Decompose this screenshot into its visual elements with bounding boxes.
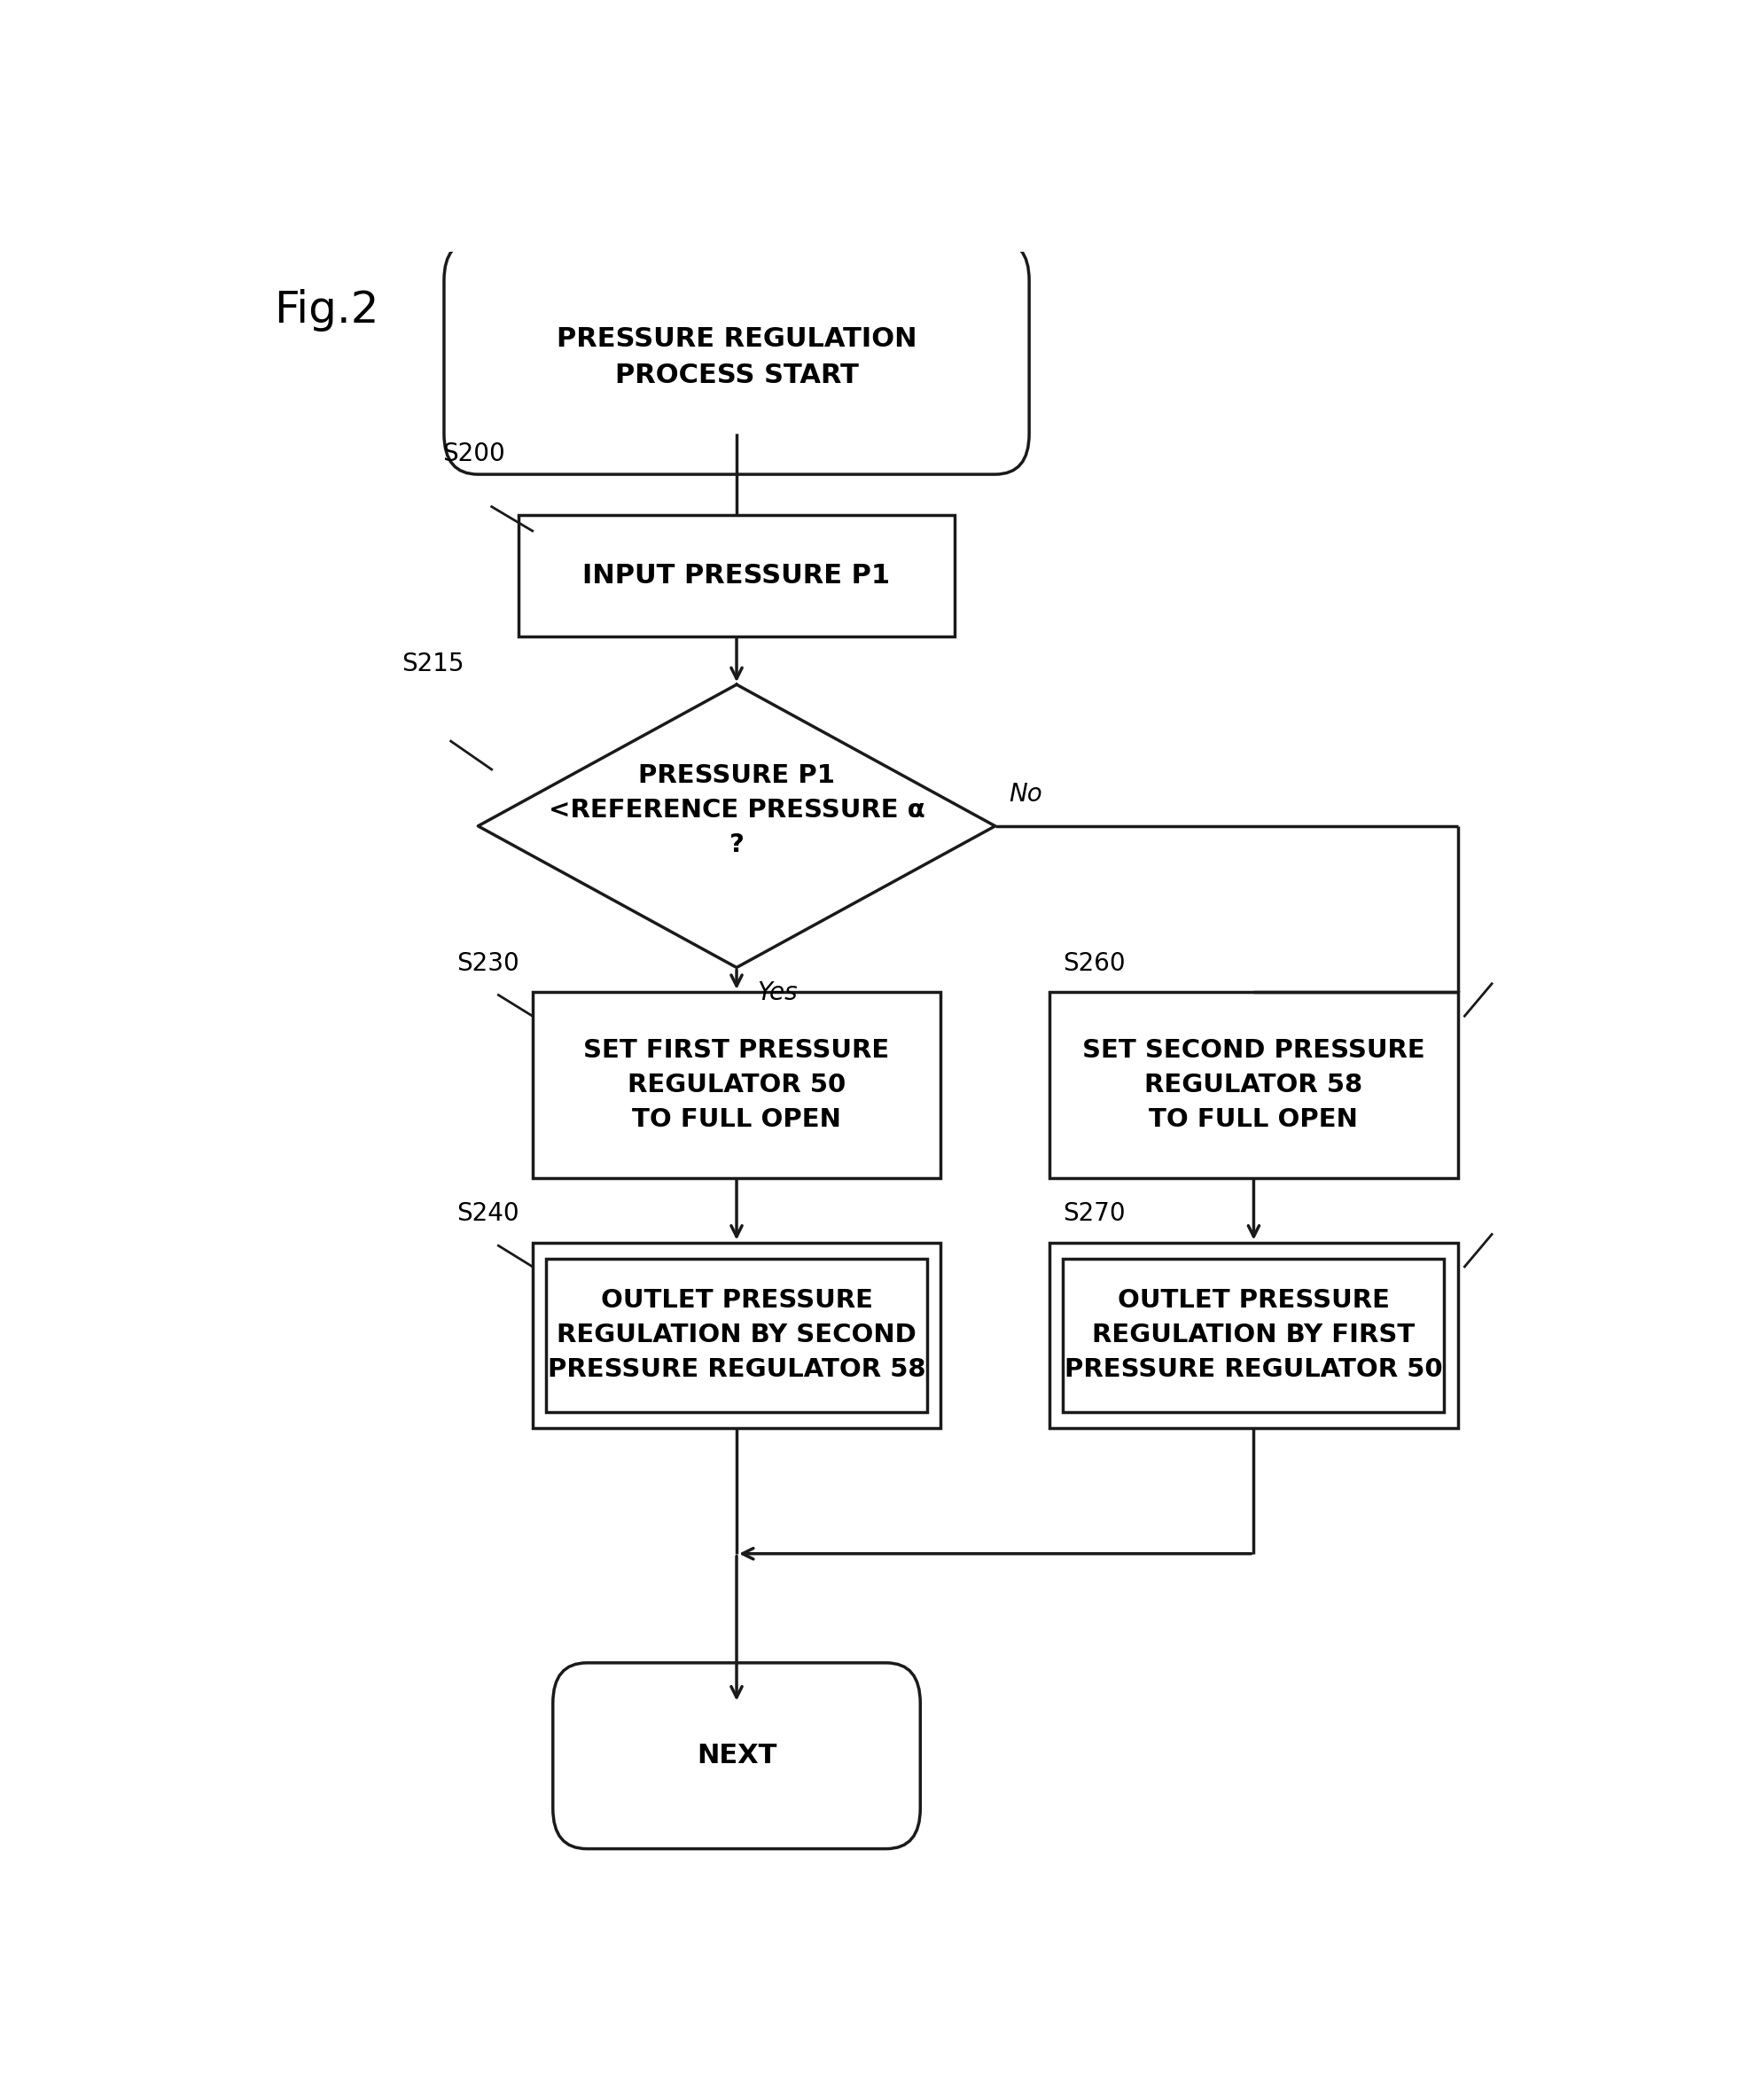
Bar bbox=[1049, 1243, 1457, 1428]
Text: S200: S200 bbox=[442, 441, 505, 466]
Text: NEXT: NEXT bbox=[697, 1743, 776, 1768]
Text: S240: S240 bbox=[456, 1201, 519, 1226]
Text: SET FIRST PRESSURE
REGULATOR 50
TO FULL OPEN: SET FIRST PRESSURE REGULATOR 50 TO FULL … bbox=[583, 1037, 890, 1132]
Text: Yes: Yes bbox=[756, 981, 797, 1006]
Text: S260: S260 bbox=[1064, 951, 1125, 976]
Text: OUTLET PRESSURE
REGULATION BY SECOND
PRESSURE REGULATOR 58: OUTLET PRESSURE REGULATION BY SECOND PRE… bbox=[548, 1289, 925, 1382]
Text: OUTLET PRESSURE
REGULATION BY FIRST
PRESSURE REGULATOR 50: OUTLET PRESSURE REGULATION BY FIRST PRES… bbox=[1064, 1289, 1443, 1382]
Bar bbox=[532, 1243, 941, 1428]
Bar bbox=[1049, 991, 1457, 1178]
Bar bbox=[546, 1258, 927, 1411]
Text: PRESSURE REGULATION
PROCESS START: PRESSURE REGULATION PROCESS START bbox=[556, 326, 916, 388]
Text: SET SECOND PRESSURE
REGULATOR 58
TO FULL OPEN: SET SECOND PRESSURE REGULATOR 58 TO FULL… bbox=[1081, 1037, 1425, 1132]
Text: PRESSURE P1
<REFERENCE PRESSURE α
?: PRESSURE P1 <REFERENCE PRESSURE α ? bbox=[548, 762, 925, 857]
Polygon shape bbox=[477, 685, 995, 968]
Text: S215: S215 bbox=[402, 651, 463, 676]
Text: INPUT PRESSURE P1: INPUT PRESSURE P1 bbox=[583, 563, 890, 588]
FancyBboxPatch shape bbox=[444, 239, 1028, 475]
Bar bbox=[532, 991, 941, 1178]
Text: S270: S270 bbox=[1064, 1201, 1125, 1226]
Text: S230: S230 bbox=[456, 951, 519, 976]
Bar bbox=[519, 514, 955, 636]
Text: Fig.2: Fig.2 bbox=[274, 290, 379, 332]
Text: No: No bbox=[1009, 781, 1042, 806]
FancyBboxPatch shape bbox=[553, 1663, 920, 1848]
Bar bbox=[1064, 1258, 1443, 1411]
